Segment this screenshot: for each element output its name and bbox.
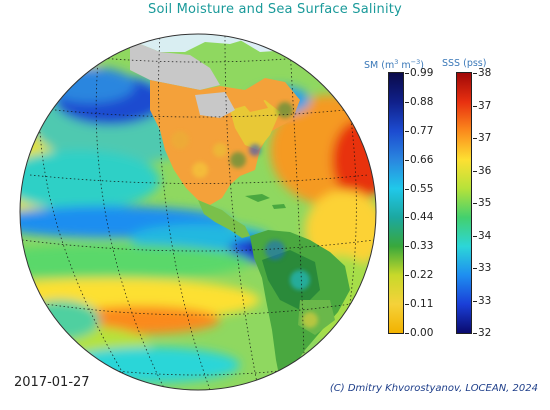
sss-colorbar-title: SSS (pss) [442,58,487,69]
sss-tick-label: 37 [472,99,492,112]
sss-tick-label: 34 [472,229,492,242]
sss-tick-label: 33 [472,262,492,274]
sss-tick-label: 37 [472,132,492,144]
sss-tick-label: 35 [472,197,492,209]
sm-label-suffix: ) [420,60,424,72]
sm-tick-label: 0.44 [404,211,434,224]
sm-tick-label: 0.33 [404,240,434,253]
sm-label-mid: m [398,60,411,72]
sss-tick-label: 36 [472,164,492,177]
sm-tick-label: 0.11 [404,298,434,311]
credit-text: (C) Dmitry Khvorostyanov, LOCEAN, 2024 [329,383,538,394]
sss-tick-label: 33 [472,294,492,307]
sss-tick-label: 32 [472,327,492,339]
sm-label-prefix: SM (m [364,60,395,72]
sm-colorbar [388,72,404,334]
sm-label-exp1: 3 [394,58,399,66]
sm-tick-label: 0.22 [404,269,434,282]
sm-tick-label: 0.55 [404,182,434,195]
sm-tick-label: 0.99 [404,67,434,79]
sss-tick-label: 38 [472,67,492,79]
sss-colorbar [456,72,472,334]
sm-label-exp2: −3 [410,58,421,66]
map-title: Soil Moisture and Sea Surface Salinity [148,2,402,17]
sm-tick-label: 0.66 [404,153,434,166]
sm-tick-label: 0.00 [404,327,434,339]
date-label: 2017-01-27 [14,375,90,390]
sm-tick-label: 0.77 [404,124,434,137]
sm-colorbar-title: SM (m3 m−3) [364,58,424,71]
sm-tick-label: 0.88 [404,95,434,108]
